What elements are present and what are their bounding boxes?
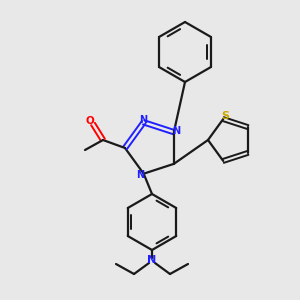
Text: N: N — [172, 126, 180, 136]
Text: O: O — [85, 116, 94, 126]
Text: N: N — [147, 255, 157, 265]
Text: N: N — [136, 170, 145, 180]
Text: N: N — [140, 115, 148, 125]
Text: S: S — [221, 111, 229, 121]
